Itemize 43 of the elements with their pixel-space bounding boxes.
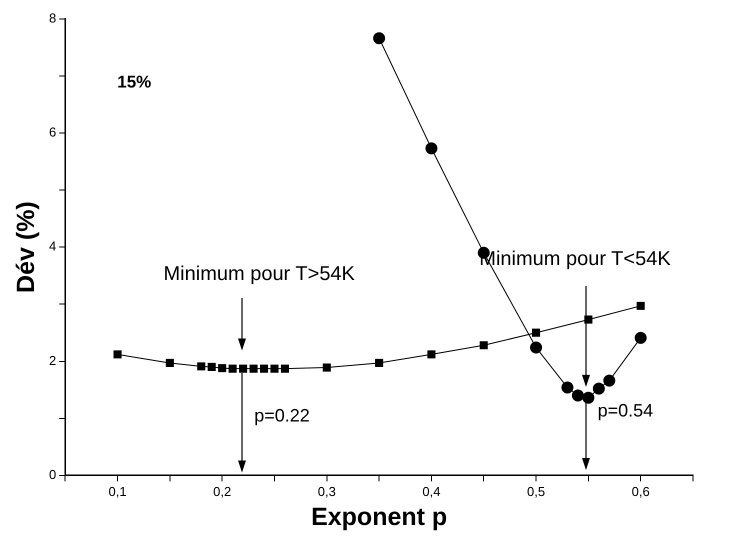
point: [561, 382, 574, 394]
point: [480, 341, 488, 350]
point: [582, 392, 594, 404]
point: [228, 364, 237, 373]
point: [375, 358, 384, 367]
point: [239, 364, 248, 373]
point: [425, 142, 438, 154]
point: [603, 374, 616, 387]
point: [208, 362, 216, 371]
x-tick-label: 0,1: [108, 484, 127, 499]
y-tick-label: 0: [48, 466, 56, 482]
annotation: p=0.22: [254, 405, 310, 426]
point: [532, 328, 540, 337]
x-tick-label: 0,3: [318, 484, 336, 499]
x-axis-title: Exponent p: [311, 502, 448, 531]
point: [218, 364, 226, 372]
x-tick-label: 0,5: [527, 484, 546, 499]
annotation: p=0.54: [598, 400, 654, 420]
y-tick-label: 8: [48, 10, 56, 26]
annotation: Minimum pour T>54K: [164, 263, 356, 286]
y-tick-label: 6: [48, 124, 56, 140]
point: [114, 350, 122, 358]
annotation: 15%: [117, 72, 152, 92]
point: [373, 32, 386, 44]
y-axis-title: Dév (%): [12, 201, 40, 293]
point: [530, 342, 542, 354]
point: [260, 364, 268, 373]
point: [270, 364, 279, 373]
point: [592, 382, 605, 395]
point: [636, 302, 645, 310]
x-tick-label: 0,6: [632, 484, 650, 499]
y-tick-label: 2: [48, 352, 56, 368]
y-tick-label: 4: [48, 238, 56, 254]
x-tick-label: 0,4: [422, 484, 440, 499]
point: [634, 332, 647, 344]
point: [427, 350, 436, 358]
point: [166, 358, 174, 367]
point: [197, 362, 206, 370]
point: [280, 364, 289, 373]
point: [322, 363, 331, 372]
point: [250, 364, 258, 373]
point: [572, 389, 584, 402]
x-tick-label: 0,2: [213, 484, 232, 499]
